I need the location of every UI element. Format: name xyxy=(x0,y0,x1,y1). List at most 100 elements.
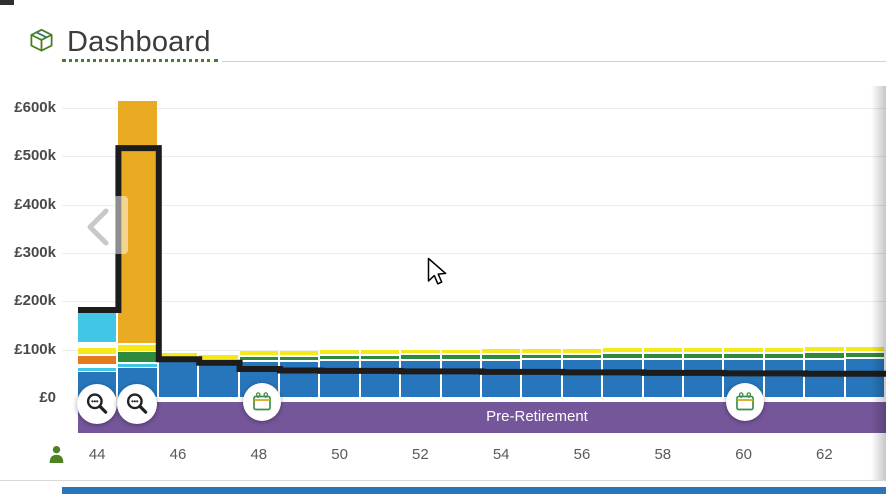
y-axis-label: £100k xyxy=(14,340,56,358)
bar-segment-yellow xyxy=(280,351,319,355)
bar-segment-cyan xyxy=(78,367,117,371)
bar-segment-yellow xyxy=(401,349,440,354)
bar-segment-green xyxy=(684,353,723,358)
bar-segment-yellow xyxy=(78,348,117,354)
x-axis-label: 60 xyxy=(735,446,752,463)
header-divider xyxy=(222,61,886,62)
x-axis-label: 56 xyxy=(573,446,591,463)
x-axis-label: 54 xyxy=(492,446,510,463)
pre-retirement-band: Pre-Retirement xyxy=(78,402,886,433)
bar-segment-yellow xyxy=(522,348,561,353)
phase-band-label: Pre-Retirement xyxy=(486,408,588,425)
bar-segment-green xyxy=(805,353,844,358)
bar-segment-green xyxy=(845,352,884,358)
bar-segment-yellow xyxy=(643,347,682,352)
page-header: Dashboard xyxy=(28,26,211,59)
bar-segment-blue xyxy=(360,361,400,397)
y-axis-label: £0 xyxy=(39,389,56,406)
bar-segment-blue xyxy=(603,360,642,397)
bar-segment-yellow xyxy=(603,348,642,353)
y-axis-label: £200k xyxy=(14,292,56,310)
bar-segment-yellow xyxy=(320,350,359,354)
gridline xyxy=(62,253,886,254)
next-section-edge xyxy=(62,487,886,494)
bar-segment-green xyxy=(239,356,278,360)
title-dotted-underline xyxy=(62,59,218,62)
bar-segment-cyan xyxy=(78,310,117,343)
calendar-icon xyxy=(736,392,754,411)
page-title: Dashboard xyxy=(67,26,211,58)
calendar-event-button-2[interactable] xyxy=(726,383,764,421)
bar-segment-blue xyxy=(562,360,602,397)
bar-segment-yellow xyxy=(118,344,157,352)
bar-segment-yellow xyxy=(724,348,763,353)
bar-segment-blue xyxy=(441,360,480,397)
bar-segment-orange xyxy=(78,355,117,364)
bar-segment-blue xyxy=(522,360,561,397)
x-axis-label: 44 xyxy=(88,446,106,463)
zoom-out-button-2[interactable] xyxy=(117,384,157,424)
package-cube-icon xyxy=(28,27,55,59)
bar-segment-yellow xyxy=(684,347,723,352)
bar-segment-yellow xyxy=(360,350,400,354)
bar-segment-yellow xyxy=(199,354,238,359)
bar-segment-blue xyxy=(643,359,682,397)
bar-segment-blue xyxy=(764,360,804,397)
bottom-divider xyxy=(0,480,886,481)
magnifier-minus-icon xyxy=(126,393,148,414)
x-axis-label: 62 xyxy=(816,446,833,463)
bar-segment-green xyxy=(482,354,521,359)
bar-segment-green xyxy=(441,355,480,359)
prev-arrow-button[interactable] xyxy=(82,205,112,249)
x-axis-label: 58 xyxy=(654,446,672,463)
bar-segment-yellow xyxy=(158,353,198,357)
bar-segment-green xyxy=(401,355,440,359)
bar-segment-blue xyxy=(482,360,521,397)
magnifier-minus-icon xyxy=(86,393,108,414)
person-icon xyxy=(48,445,65,469)
bar-segment-blue xyxy=(845,359,884,397)
bar-segment-yellow xyxy=(239,351,278,355)
bar-segment-yellow xyxy=(805,347,844,352)
window-corner-mark xyxy=(0,0,14,5)
zoom-out-button-1[interactable] xyxy=(77,384,117,424)
retirement-projection-chart: £600k £500k £400k £300k £200k £100k £0 Pre-Ret… xyxy=(0,85,886,480)
drag-handle-overlay[interactable] xyxy=(113,196,128,254)
bar-segment-blue xyxy=(199,362,238,397)
gridline xyxy=(62,204,886,206)
bar-segment-green xyxy=(118,352,157,362)
bar-segment-green xyxy=(562,354,602,359)
bar-segment-green xyxy=(643,353,682,358)
bar-segment-blue xyxy=(805,359,844,397)
y-axis-label: £400k xyxy=(14,195,56,213)
y-axis-label: £500k xyxy=(14,147,56,165)
y-axis-label: £300k xyxy=(14,244,56,261)
bar-segment-yellow xyxy=(764,348,804,353)
x-axis-label: 50 xyxy=(331,446,348,463)
bar-segment-blue xyxy=(684,359,723,397)
bar-segment-green xyxy=(320,355,359,360)
bar-segment-green xyxy=(764,354,804,359)
bar-segment-blue xyxy=(158,361,198,397)
bar-segment-blue xyxy=(401,360,440,397)
bar-segment-green xyxy=(360,355,400,360)
x-axis-label: 52 xyxy=(412,446,429,463)
bar-segment-green xyxy=(603,354,642,359)
bar-segment-cyan xyxy=(118,364,157,367)
calendar-icon xyxy=(253,392,271,411)
gridline xyxy=(62,301,886,303)
gridline xyxy=(62,156,886,158)
bar-segment-green xyxy=(280,356,319,360)
bar-segment-yellow xyxy=(845,346,884,351)
chevron-left-icon xyxy=(87,208,109,246)
bar-segment-green xyxy=(522,354,561,359)
y-axis-label: £600k xyxy=(14,99,56,117)
gridline xyxy=(62,108,886,110)
bar-segment-green xyxy=(724,354,763,359)
bar-segment-yellow xyxy=(562,348,602,353)
calendar-event-button-1[interactable] xyxy=(243,383,281,421)
bar-segment-yellow xyxy=(482,349,521,353)
bar-segment-blue xyxy=(320,361,359,397)
x-axis-label: 48 xyxy=(250,446,268,463)
